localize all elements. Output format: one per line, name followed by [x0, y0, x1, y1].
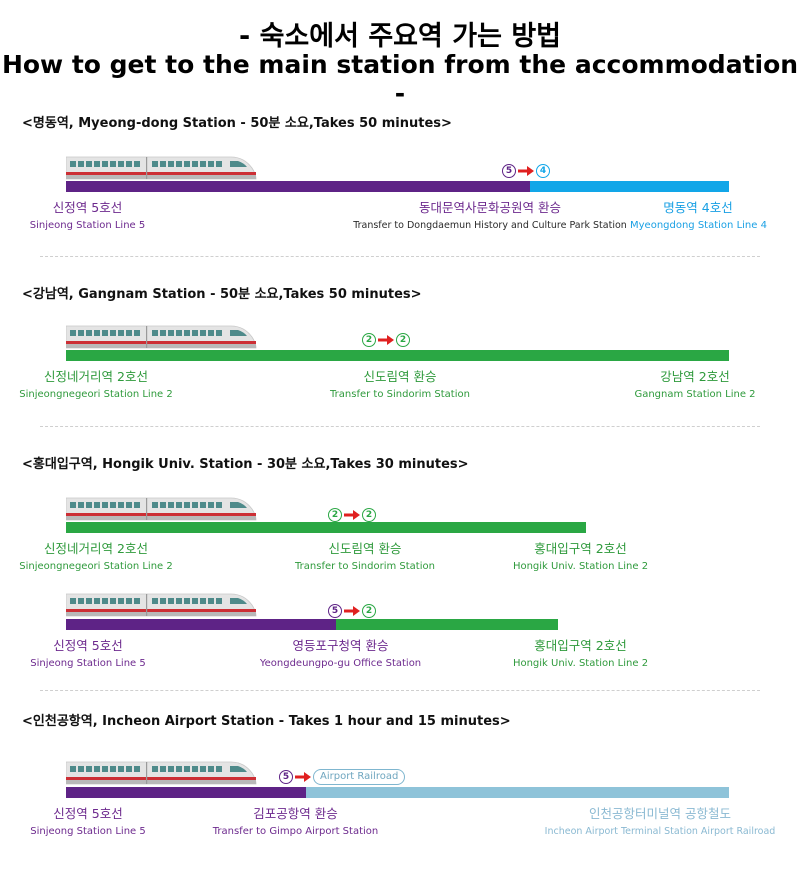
transfer-arrow-icon: [344, 606, 360, 616]
line-number-badge: 2: [362, 508, 376, 522]
section-divider: [40, 426, 760, 427]
destination-station: 홍대입구역 2호선 Hongik Univ. Station Line 2: [512, 638, 649, 669]
title-korean: - 숙소에서 주요역 가는 방법: [238, 21, 562, 52]
line-number-badge: 4: [536, 164, 550, 178]
origin-station: 신정네거리역 2호선 Sinjeongnegeori Station Line …: [19, 541, 173, 572]
destination-station: 강남역 2호선 Gangnam Station Line 2: [634, 369, 756, 400]
line5-track: [66, 787, 306, 798]
title-english: How to get to the main station from the …: [1, 50, 799, 108]
train-icon: [65, 760, 258, 790]
train-icon: [65, 592, 258, 622]
transfer-badge: 2 2: [328, 507, 376, 523]
origin-station: 신정역 5호선 Sinjeong Station Line 5: [30, 638, 146, 669]
line2-track: [336, 619, 558, 630]
transfer-arrow-icon: [378, 335, 394, 345]
transfer-station: 신도림역 환승 Transfer to Sindorim Station: [295, 541, 435, 572]
line-number-badge: 2: [396, 333, 410, 347]
transfer-arrow-icon: [295, 772, 311, 782]
transfer-station: 동대문역사문화공원역 환승 Transfer to Dongdaemun His…: [353, 200, 627, 231]
transfer-station: 김포공항역 환승 Transfer to Gimpo Airport Stati…: [212, 806, 379, 837]
airport-railroad-badge: Airport Railroad: [313, 769, 406, 785]
route-heading: <인천공항역, Incheon Airport Station - Takes …: [22, 714, 511, 729]
transfer-arrow-icon: [344, 510, 360, 520]
transfer-badge: 5 4: [502, 163, 550, 179]
line5-track: [66, 619, 336, 630]
train-icon: [65, 496, 258, 526]
transfer-badge: 2 2: [362, 332, 410, 348]
transfer-badge: 5 Airport Railroad: [279, 769, 406, 785]
section-divider: [40, 690, 760, 691]
airport-railroad-track: [306, 787, 729, 798]
transfer-badge: 5 2: [328, 603, 376, 619]
transfer-arrow-icon: [518, 166, 534, 176]
route-heading: <강남역, Gangnam Station - 50분 소요,Takes 50 …: [22, 287, 422, 302]
origin-station: 신정역 5호선 Sinjeong Station Line 5: [29, 200, 146, 231]
line-number-badge: 5: [279, 770, 293, 784]
line2-track: [66, 350, 729, 361]
route-heading: <명동역, Myeong-dong Station - 50분 소요,Takes…: [22, 116, 452, 131]
line-number-badge: 5: [502, 164, 516, 178]
destination-station: 홍대입구역 2호선 Hongik Univ. Station Line 2: [512, 541, 649, 572]
line2-track: [66, 522, 586, 533]
section-divider: [40, 256, 760, 257]
train-icon: [65, 324, 258, 354]
line4-track: [530, 181, 729, 192]
line-number-badge: 2: [328, 508, 342, 522]
line5-track: [66, 181, 530, 192]
transfer-station: 신도림역 환승 Transfer to Sindorim Station: [330, 369, 470, 400]
line-number-badge: 2: [362, 333, 376, 347]
destination-station: 명동역 4호선 Myeongdong Station Line 4: [630, 200, 767, 231]
destination-station: 인천공항터미널역 공항철도 Incheon Airport Terminal S…: [544, 806, 776, 837]
transfer-station: 영등포구청역 환승 Yeongdeungpo-gu Office Station: [259, 638, 422, 669]
origin-station: 신정역 5호선 Sinjeong Station Line 5: [30, 806, 146, 837]
train-icon: [65, 155, 258, 185]
origin-station: 신정네거리역 2호선 Sinjeongnegeori Station Line …: [19, 369, 173, 400]
line-number-badge: 5: [328, 604, 342, 618]
route-heading: <홍대입구역, Hongik Univ. Station - 30분 소요,Ta…: [22, 457, 469, 472]
line-number-badge: 2: [362, 604, 376, 618]
